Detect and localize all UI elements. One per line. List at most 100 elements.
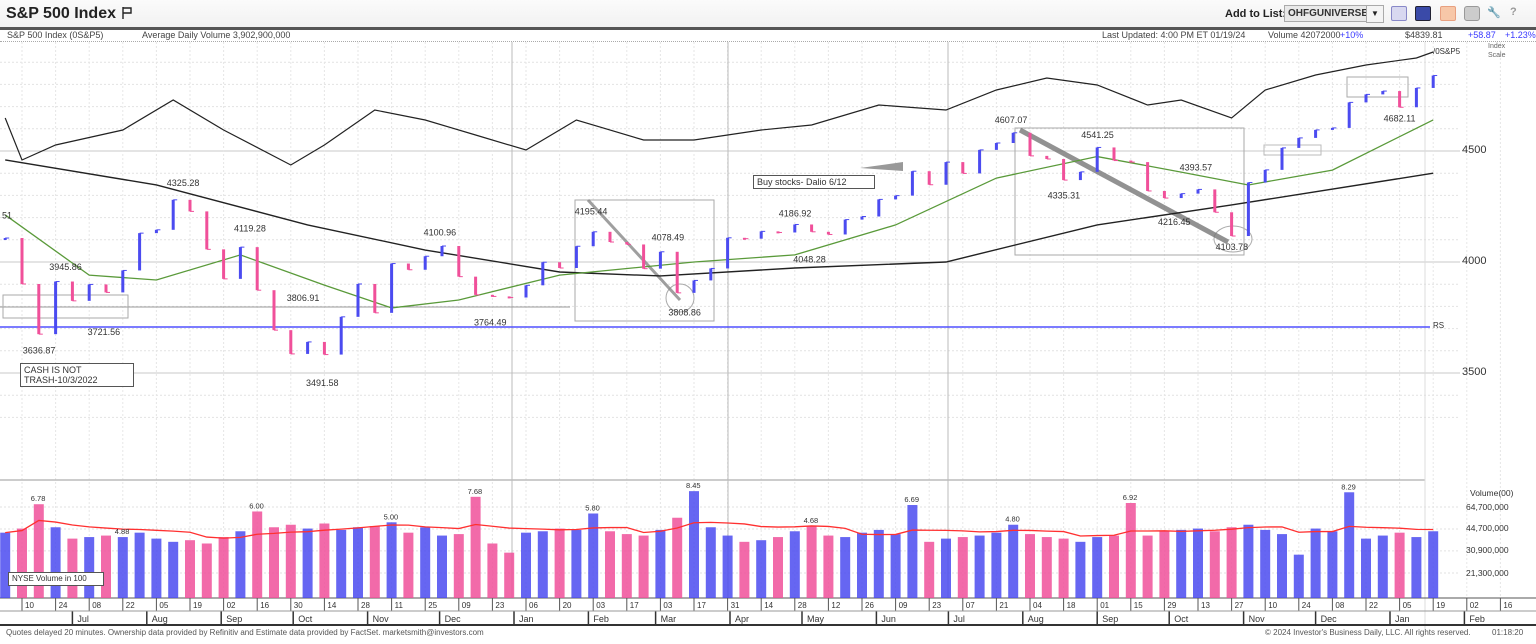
note-line: TRASH-10/3/2022 [24, 375, 98, 385]
volume-bar [353, 527, 363, 598]
volume-bar [789, 531, 800, 598]
buy-stocks-note: Buy stocks- Dalio 6/12 [753, 175, 875, 189]
price-bar [591, 231, 595, 247]
volume-bar [252, 511, 263, 598]
help-icon[interactable]: ? [1510, 6, 1517, 18]
flag-icon[interactable] [122, 7, 132, 19]
price-bar [1045, 155, 1049, 159]
volume-bar [17, 528, 27, 598]
month-label: Dec [1321, 614, 1338, 624]
volume-bar [722, 535, 733, 598]
list-dropdown-chevron-icon[interactable]: ▼ [1366, 5, 1384, 23]
volume-annotation: 7.68 [468, 487, 483, 496]
overlay-icon[interactable] [1440, 6, 1456, 21]
volume-bar [101, 535, 111, 598]
chart-settings-icon[interactable] [1391, 6, 1407, 21]
month-label: Sep [226, 614, 242, 624]
volume-bar [1008, 524, 1019, 598]
price-bar [154, 229, 158, 234]
price-change: +58.87 [1468, 30, 1496, 40]
date-tick-label: 09 [462, 601, 471, 610]
month-label: Jul [77, 614, 89, 624]
print-icon[interactable] [1464, 6, 1480, 21]
date-tick-label: 05 [1403, 601, 1412, 610]
layout-icon[interactable] [1415, 6, 1431, 21]
month-label: Aug [152, 614, 168, 624]
volume-bar [806, 526, 817, 598]
price-bar [474, 276, 478, 295]
trend-line [586, 198, 682, 302]
price-axis-label: 3500 [1462, 366, 1487, 378]
price-bar [1297, 137, 1301, 148]
price-bar [961, 162, 965, 174]
volume-bar [873, 529, 884, 598]
price-bar [356, 283, 360, 317]
volume-bar [504, 552, 515, 598]
volume-bar [218, 537, 229, 598]
index-scale-label: Scale [1488, 52, 1506, 59]
volume-bar [521, 532, 531, 598]
volume-bar [924, 541, 935, 598]
month-label: Jan [519, 614, 534, 624]
price-annotation: 4541.25 [1081, 130, 1114, 140]
price-bar [894, 195, 898, 200]
volume-bar [689, 491, 699, 598]
add-to-list-label: Add to List: [1225, 8, 1287, 20]
volume-bar [991, 532, 1002, 598]
price-bar [1314, 129, 1318, 138]
annotation-box [2, 294, 129, 319]
tools-icon[interactable]: 🔧 [1487, 7, 1501, 19]
date-tick-label: 20 [563, 601, 572, 610]
volume-annotation: 5.00 [384, 512, 399, 521]
date-tick-label: 21 [999, 601, 1008, 610]
volume-bar [151, 538, 162, 598]
date-tick-label: 16 [260, 601, 269, 610]
price-bar [524, 285, 528, 298]
date-tick-label: 19 [1436, 601, 1445, 610]
volume-bar [285, 524, 296, 598]
volume-bar [67, 538, 78, 598]
volume-bar [1109, 535, 1119, 598]
page-title: S&P 500 Index [6, 5, 116, 22]
price-bar [255, 247, 259, 291]
volume-bar [974, 535, 985, 598]
index-scale-label: Index [1488, 43, 1506, 50]
price-annotation: 4607.07 [995, 115, 1028, 125]
price-bar [138, 233, 142, 271]
month-label: Dec [445, 614, 462, 624]
annotation-box [1014, 127, 1245, 256]
volume-bar [403, 532, 414, 598]
price-bar [339, 316, 343, 355]
price-bar [440, 246, 444, 257]
price-annotation: 4216.45 [1158, 217, 1191, 227]
month-label: Jan [1395, 614, 1410, 624]
volume-bar [0, 532, 11, 598]
price-bar [793, 224, 797, 233]
month-label: Apr [735, 614, 749, 624]
date-tick-label: 02 [1470, 601, 1479, 610]
price-bar [709, 268, 713, 281]
month-label: Mar [661, 614, 677, 624]
date-tick-label: 30 [294, 601, 303, 610]
volume-bar [1277, 534, 1287, 598]
volume-bar [1293, 554, 1304, 598]
date-tick-label: 17 [630, 601, 639, 610]
price-bar [658, 251, 662, 269]
volume-bar [1125, 503, 1136, 598]
volume-bar [235, 531, 246, 598]
month-label: Feb [593, 614, 609, 624]
volume-readout: Volume 42072000 [1268, 30, 1341, 40]
volume-bar [756, 540, 767, 598]
date-tick-label: 08 [1335, 601, 1344, 610]
price-bar [625, 242, 629, 245]
date-tick-label: 14 [764, 601, 773, 610]
moving-averages-layer [4, 119, 1434, 309]
volume-annotation: 6.00 [249, 501, 264, 510]
volume-bar [705, 527, 716, 598]
header-bar [0, 0, 1536, 27]
last-updated: Last Updated: 4:00 PM ET 01/19/24 [1102, 30, 1246, 40]
volume-bar [1411, 537, 1422, 598]
volume-bar [1260, 529, 1271, 598]
list-select[interactable]: OHFGUNIVERSE [1284, 5, 1368, 22]
date-tick-label: 29 [1167, 601, 1176, 610]
